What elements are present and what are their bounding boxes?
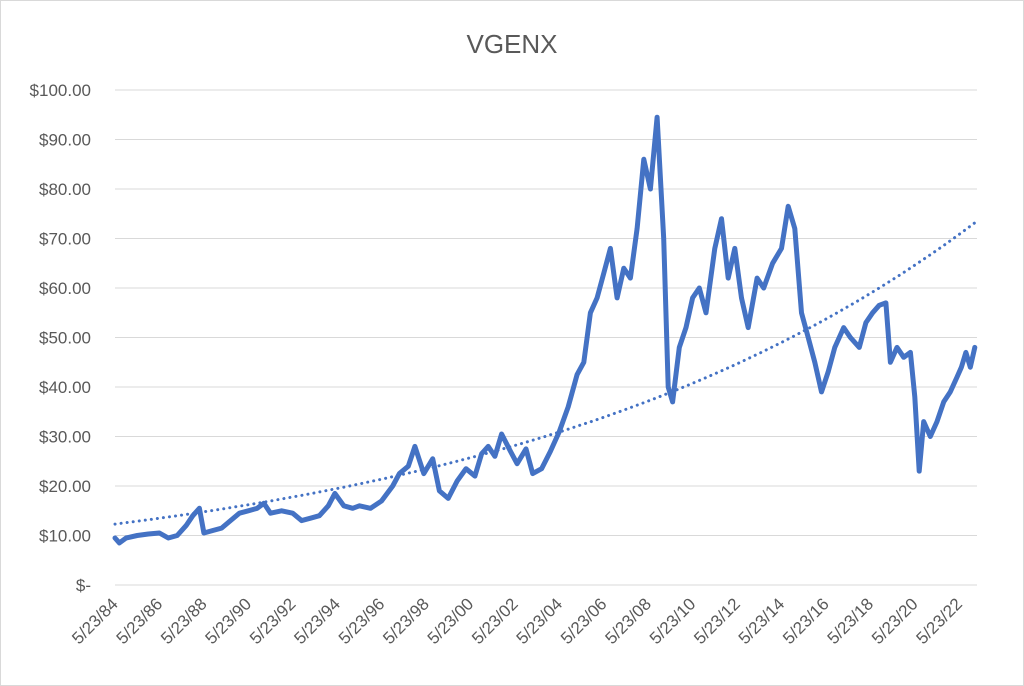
price-series — [112, 114, 978, 546]
y-tick-label: $100.00 — [30, 81, 91, 100]
x-tick-label: 5/23/96 — [335, 594, 389, 648]
series-line-vgenx — [112, 114, 978, 546]
y-tick-label: $30.00 — [39, 428, 91, 447]
trendline-exponential — [113, 219, 979, 526]
x-tick-label: 5/23/22 — [913, 594, 967, 648]
gridlines — [115, 89, 977, 586]
x-tick-label: 5/23/84 — [68, 594, 122, 648]
y-tick-label: $10.00 — [39, 527, 91, 546]
x-axis-ticks: 5/23/845/23/865/23/885/23/905/23/925/23/… — [68, 594, 966, 648]
trendline — [113, 219, 979, 526]
x-tick-label: 5/23/02 — [468, 594, 522, 648]
x-tick-label: 5/23/10 — [646, 594, 700, 648]
x-tick-label: 5/23/92 — [246, 594, 300, 648]
y-tick-label: $70.00 — [39, 230, 91, 249]
x-tick-label: 5/23/00 — [424, 594, 478, 648]
x-tick-label: 5/23/12 — [690, 594, 744, 648]
x-tick-label: 5/23/14 — [735, 594, 789, 648]
x-tick-label: 5/23/94 — [290, 594, 344, 648]
y-tick-label: $90.00 — [39, 131, 91, 150]
x-tick-label: 5/23/88 — [157, 594, 211, 648]
x-tick-label: 5/23/86 — [113, 594, 167, 648]
y-tick-label: $- — [76, 576, 91, 595]
chart-title: VGENX — [466, 29, 557, 59]
x-tick-label: 5/23/08 — [601, 594, 655, 648]
x-tick-label: 5/23/16 — [779, 594, 833, 648]
x-tick-label: 5/23/18 — [824, 594, 878, 648]
x-tick-label: 5/23/06 — [557, 594, 611, 648]
x-tick-label: 5/23/04 — [513, 594, 567, 648]
x-tick-label: 5/23/20 — [868, 594, 922, 648]
y-axis-ticks: $- $10.00 $20.00 $30.00 $40.00 $50.00 $60.00 $7… — [30, 81, 91, 595]
y-tick-label: $50.00 — [39, 329, 91, 348]
y-tick-label: $20.00 — [39, 477, 91, 496]
x-tick-label: 5/23/90 — [202, 594, 256, 648]
y-tick-label: $60.00 — [39, 279, 91, 298]
x-tick-label: 5/23/98 — [379, 594, 433, 648]
y-tick-label: $40.00 — [39, 378, 91, 397]
y-tick-label: $80.00 — [39, 180, 91, 199]
